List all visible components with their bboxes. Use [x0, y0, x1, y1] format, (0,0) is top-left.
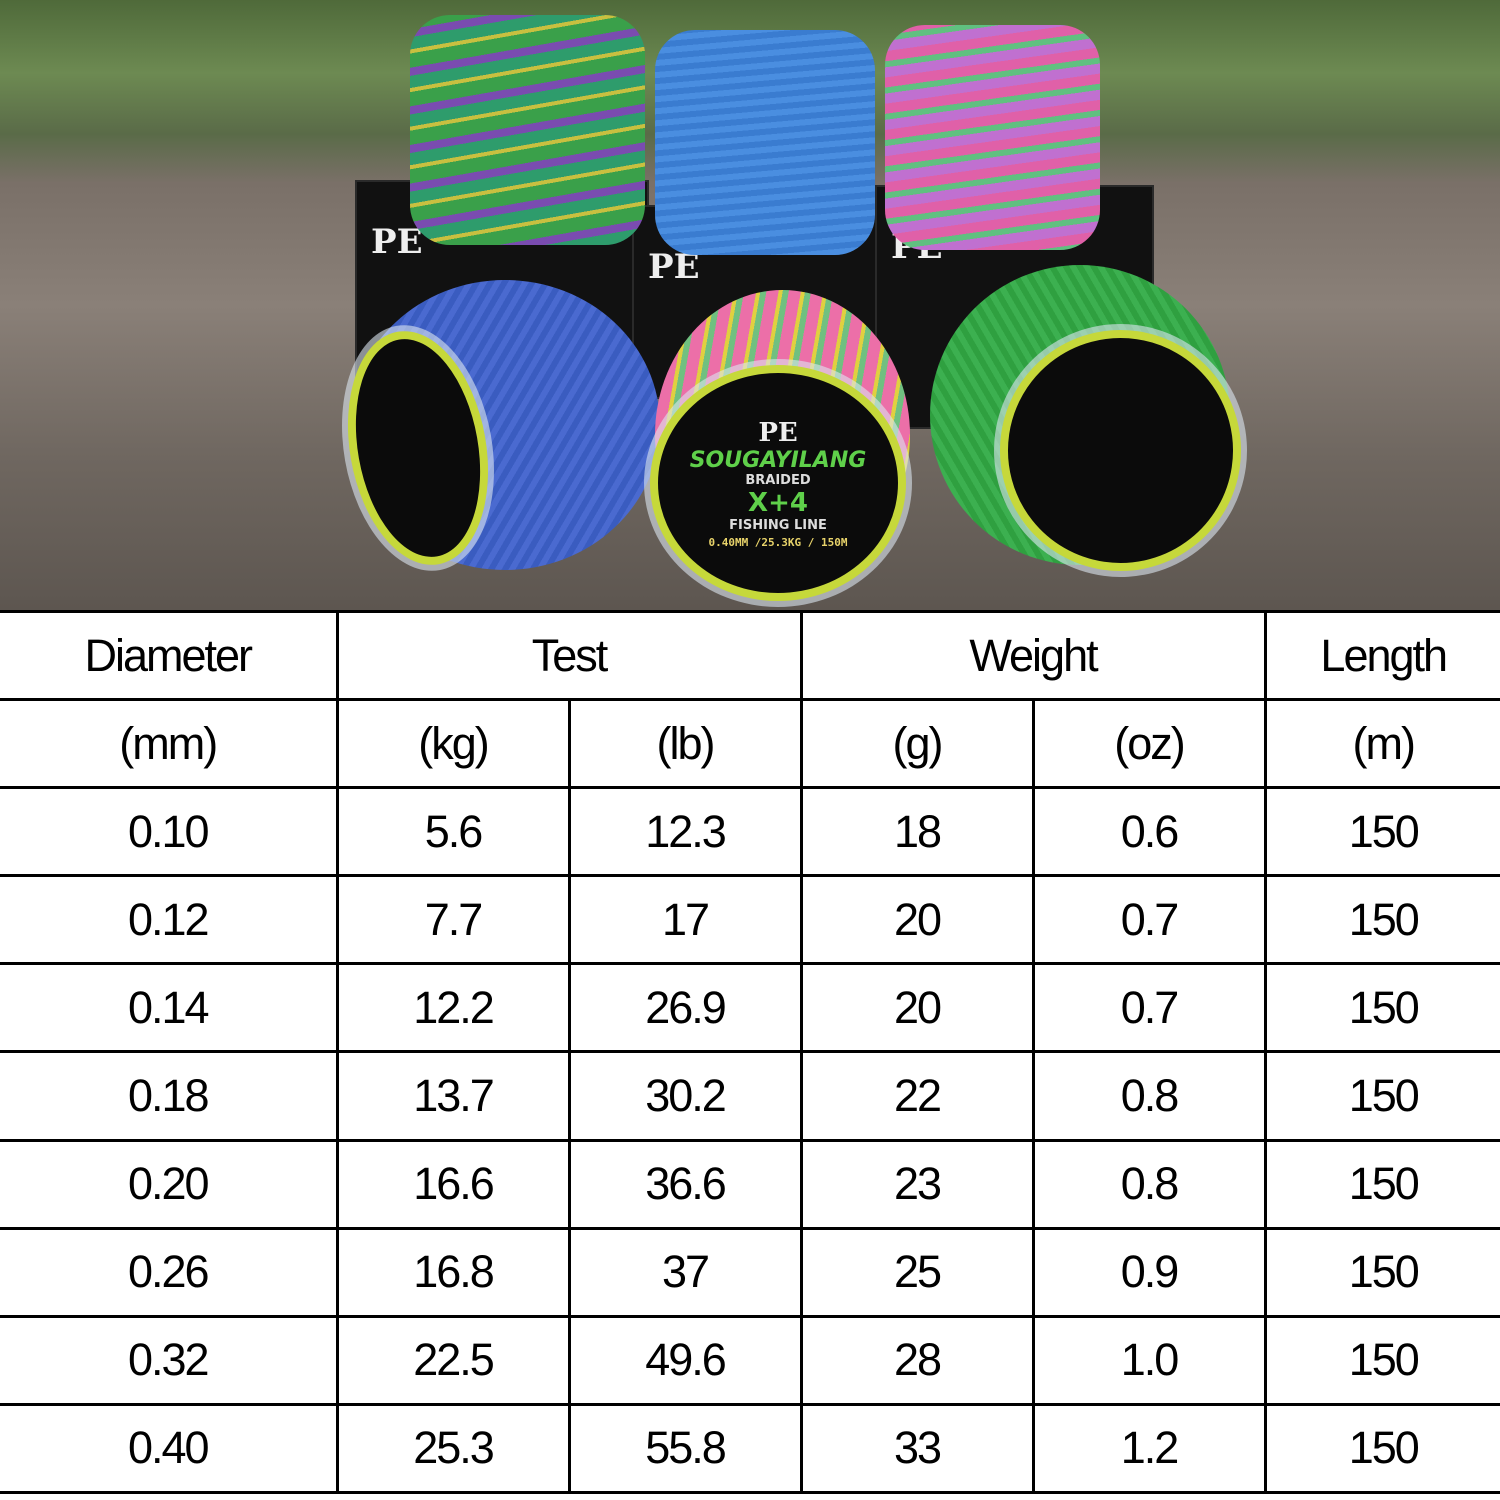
label-fishing-line: FISHING LINE — [729, 517, 827, 533]
test-kg-cell: 16.6 — [335, 1138, 571, 1230]
test-lb-cell: 26.9 — [567, 962, 803, 1054]
unit-kg: (kg) — [335, 698, 571, 790]
label-braided: BRAIDED — [745, 472, 811, 488]
label-brand: SOUGAYILANG — [689, 447, 867, 473]
test-kg-cell: 12.2 — [335, 962, 571, 1054]
spool-pink-multi — [885, 25, 1100, 250]
unit-m: (m) — [1263, 698, 1500, 790]
units-row: (mm) (kg) (lb) (g) (oz) (m) — [0, 698, 1500, 790]
spool-label-front: PE SOUGAYILANG BRAIDED X+4 FISHING LINE … — [650, 365, 906, 601]
weight-g-cell: 28 — [799, 1314, 1035, 1406]
test-lb-cell: 30.2 — [567, 1050, 803, 1142]
table-row: 0.32 22.5 49.6 28 1.0 150 — [0, 1314, 1500, 1406]
length-cell: 150 — [1263, 1314, 1500, 1406]
length-cell: 150 — [1263, 786, 1500, 878]
diameter-cell: 0.14 — [0, 962, 339, 1054]
weight-oz-cell: 0.8 — [1031, 1050, 1267, 1142]
table-row: 0.18 13.7 30.2 22 0.8 150 — [0, 1050, 1500, 1142]
unit-oz: (oz) — [1031, 698, 1267, 790]
length-cell: 150 — [1263, 874, 1500, 966]
test-lb-cell: 17 — [567, 874, 803, 966]
test-kg-cell: 25.3 — [335, 1402, 571, 1495]
test-kg-cell: 7.7 — [335, 874, 571, 966]
diameter-cell: 0.10 — [0, 786, 339, 878]
header-diameter: Diameter — [0, 609, 339, 702]
label-spec: 0.40MM /25.3KG / 150M — [708, 535, 848, 549]
diameter-cell: 0.32 — [0, 1314, 339, 1406]
test-kg-cell: 16.8 — [335, 1226, 571, 1318]
test-lb-cell: 12.3 — [567, 786, 803, 878]
test-kg-cell: 22.5 — [335, 1314, 571, 1406]
length-cell: 150 — [1263, 1402, 1500, 1495]
weight-oz-cell: 0.7 — [1031, 962, 1267, 1054]
test-kg-cell: 13.7 — [335, 1050, 571, 1142]
header-row: Diameter Test Weight Length — [0, 609, 1500, 702]
header-weight: Weight — [799, 609, 1267, 702]
weight-g-cell: 20 — [799, 962, 1035, 1054]
weight-oz-cell: 1.2 — [1031, 1402, 1267, 1495]
unit-lb: (lb) — [567, 698, 803, 790]
table-row: 0.10 5.6 12.3 18 0.6 150 — [0, 786, 1500, 878]
diameter-cell: 0.40 — [0, 1402, 339, 1495]
diameter-cell: 0.20 — [0, 1138, 339, 1230]
weight-g-cell: 33 — [799, 1402, 1035, 1495]
table-row: 0.26 16.8 37 25 0.9 150 — [0, 1226, 1500, 1318]
weight-oz-cell: 0.6 — [1031, 786, 1267, 878]
length-cell: 150 — [1263, 1226, 1500, 1318]
weight-oz-cell: 0.7 — [1031, 874, 1267, 966]
table-row: 0.20 16.6 36.6 23 0.8 150 — [0, 1138, 1500, 1230]
length-cell: 150 — [1263, 1138, 1500, 1230]
weight-g-cell: 22 — [799, 1050, 1035, 1142]
header-test: Test — [335, 609, 803, 702]
test-lb-cell: 55.8 — [567, 1402, 803, 1495]
product-photo: PE PE PE PE SOUGAYILANG BRAIDED X+4 FISH… — [0, 0, 1500, 610]
table-row: 0.40 25.3 55.8 33 1.2 150 — [0, 1402, 1500, 1495]
header-length: Length — [1263, 609, 1500, 702]
unit-mm: (mm) — [0, 698, 339, 790]
box-pe-text: PE — [371, 222, 423, 262]
spec-table: Diameter Test Weight Length (mm) (kg) (l… — [0, 609, 1500, 1495]
weight-g-cell: 18 — [799, 786, 1035, 878]
label-x4: X+4 — [748, 487, 808, 518]
weight-oz-cell: 1.0 — [1031, 1314, 1267, 1406]
weight-oz-cell: 0.8 — [1031, 1138, 1267, 1230]
test-lb-cell: 49.6 — [567, 1314, 803, 1406]
spool-green-purple — [410, 15, 645, 245]
diameter-cell: 0.26 — [0, 1226, 339, 1318]
table-row: 0.14 12.2 26.9 20 0.7 150 — [0, 962, 1500, 1054]
test-kg-cell: 5.6 — [335, 786, 571, 878]
weight-oz-cell: 0.9 — [1031, 1226, 1267, 1318]
weight-g-cell: 20 — [799, 874, 1035, 966]
weight-g-cell: 25 — [799, 1226, 1035, 1318]
spool-blue-back — [655, 30, 875, 255]
length-cell: 150 — [1263, 962, 1500, 1054]
table-row: 0.12 7.7 17 20 0.7 150 — [0, 874, 1500, 966]
weight-g-cell: 23 — [799, 1138, 1035, 1230]
label-pe: PE — [758, 417, 798, 448]
diameter-cell: 0.18 — [0, 1050, 339, 1142]
unit-g: (g) — [799, 698, 1035, 790]
test-lb-cell: 37 — [567, 1226, 803, 1318]
length-cell: 150 — [1263, 1050, 1500, 1142]
diameter-cell: 0.12 — [0, 874, 339, 966]
test-lb-cell: 36.6 — [567, 1138, 803, 1230]
